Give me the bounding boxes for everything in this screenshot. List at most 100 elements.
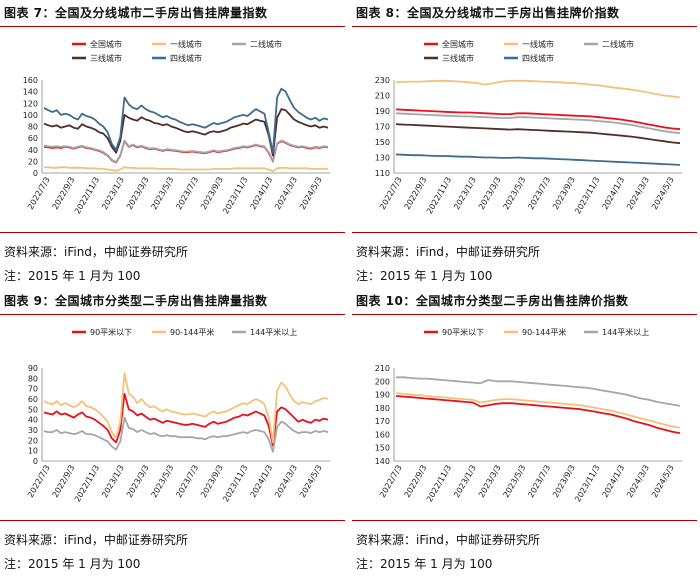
x-tick-label: 2022/7/3 <box>378 464 404 500</box>
chart-panel: 图表 8：全国及分线城市二手房出售挂牌价指数 全国城市 一线城市 二线城市 三线城市 四… <box>352 0 697 288</box>
y-tick-label: 180 <box>375 404 390 413</box>
chart-title: 图表 10：全国城市分类型二手房出售挂牌价指数 <box>356 294 629 308</box>
x-tick-label: 2023/5/3 <box>150 464 176 500</box>
series-line <box>43 139 329 163</box>
x-tick-label: 2024/3/3 <box>625 176 651 212</box>
x-tick-label: 2023/9/3 <box>551 464 577 500</box>
series-line <box>395 392 681 429</box>
source-text: 资料来源：iFind，中邮证券研究所 <box>356 245 540 259</box>
legend-label: 144平米以上 <box>602 327 649 337</box>
y-tick-label: 160 <box>23 76 38 85</box>
x-tick-label: 2024/1/3 <box>601 176 627 212</box>
series-line <box>395 79 681 99</box>
y-tick-label: 210 <box>375 92 390 101</box>
legend-label: 144平米以上 <box>250 327 297 337</box>
x-tick-label: 2023/5/3 <box>150 176 176 212</box>
legend-label: 一线城市 <box>522 39 554 49</box>
chart-title: 图表 8：全国及分线城市二手房出售挂牌价指数 <box>356 6 620 20</box>
note-text: 注：2015 年 1 月为 100 <box>356 269 493 283</box>
series-line <box>43 416 329 453</box>
series-line <box>395 112 681 134</box>
x-tick-label: 2022/11/3 <box>73 176 101 216</box>
chart-panel: 图表 7：全国及分线城市二手房出售挂牌量指数 全国城市 一线城市 二线城市 三线城市 四… <box>0 0 345 288</box>
source-rule <box>0 232 345 233</box>
x-tick-label: 2023/9/3 <box>199 464 225 500</box>
x-tick-label: 2023/7/3 <box>174 464 200 500</box>
legend-label: 三线城市 <box>90 53 122 63</box>
x-tick-label: 2023/11/3 <box>221 464 249 504</box>
chart-title: 图表 7：全国及分线城市二手房出售挂牌量指数 <box>4 6 268 20</box>
y-tick-label: 20 <box>28 436 38 445</box>
y-tick-label: 150 <box>375 444 390 453</box>
y-tick-label: 0 <box>33 457 38 466</box>
x-tick-label: 2023/1/3 <box>100 464 126 500</box>
y-tick-label: 40 <box>28 416 38 425</box>
y-tick-label: 70 <box>28 385 38 394</box>
series-line <box>43 372 329 444</box>
x-tick-label: 2024/3/3 <box>273 464 299 500</box>
x-tick-label: 2023/11/3 <box>221 176 249 216</box>
x-tick-label: 2023/3/3 <box>477 464 503 500</box>
chart-panel: 图表 10：全国城市分类型二手房出售挂牌价指数 90平米以下 90-144平米 14… <box>352 288 697 576</box>
legend-label: 四线城市 <box>170 53 202 63</box>
y-tick-label: 170 <box>375 417 390 426</box>
y-tick-label: 20 <box>28 157 38 166</box>
y-tick-label: 30 <box>28 426 38 435</box>
source-text: 资料来源：iFind，中邮证券研究所 <box>4 533 188 547</box>
series-line <box>395 108 681 131</box>
x-tick-label: 2022/7/3 <box>26 176 52 212</box>
series-line <box>43 108 329 157</box>
y-tick-label: 50 <box>28 405 38 414</box>
x-tick-label: 2023/3/3 <box>125 464 151 500</box>
x-tick-label: 2022/11/3 <box>73 464 101 504</box>
legend-label: 一线城市 <box>170 39 202 49</box>
series-line <box>395 395 681 434</box>
y-tick-label: 150 <box>375 138 390 147</box>
title-rule <box>352 26 697 27</box>
series-line <box>395 153 681 166</box>
legend-label: 二线城市 <box>602 39 634 49</box>
y-tick-label: 60 <box>28 395 38 404</box>
source-text: 资料来源：iFind，中邮证券研究所 <box>356 533 540 547</box>
x-tick-label: 2024/3/3 <box>625 464 651 500</box>
x-tick-label: 2023/5/3 <box>502 464 528 500</box>
y-tick-label: 110 <box>375 169 390 178</box>
y-tick-label: 120 <box>23 99 38 108</box>
x-tick-label: 2022/9/3 <box>51 176 77 212</box>
x-tick-label: 2023/1/3 <box>100 176 126 212</box>
y-tick-label: 230 <box>375 76 390 85</box>
y-tick-label: 190 <box>375 107 390 116</box>
x-tick-label: 2024/3/3 <box>273 176 299 212</box>
x-tick-label: 2022/9/3 <box>403 176 429 212</box>
y-tick-label: 200 <box>375 377 390 386</box>
legend-label: 二线城市 <box>250 39 282 49</box>
y-tick-label: 130 <box>375 154 390 163</box>
x-tick-label: 2023/7/3 <box>526 176 552 212</box>
x-tick-label: 2024/5/3 <box>650 176 676 212</box>
legend-label: 90平米以下 <box>442 327 484 337</box>
title-rule <box>0 314 345 315</box>
x-tick-label: 2023/1/3 <box>452 176 478 212</box>
legend-label: 90-144平米 <box>170 327 214 337</box>
x-tick-label: 2024/5/3 <box>650 464 676 500</box>
source-text: 资料来源：iFind，中邮证券研究所 <box>4 245 188 259</box>
x-tick-label: 2023/3/3 <box>125 176 151 212</box>
y-tick-label: 160 <box>375 430 390 439</box>
chart-svg: 90平米以下 90-144平米 144平米以上 140 150 160 170 180 190 2… <box>375 327 682 504</box>
y-tick-label: 90 <box>28 364 38 373</box>
x-tick-label: 2023/11/3 <box>573 464 601 504</box>
x-tick-label: 2023/7/3 <box>526 464 552 500</box>
x-tick-label: 2024/1/3 <box>601 464 627 500</box>
y-tick-label: 80 <box>28 374 38 383</box>
x-tick-label: 2024/1/3 <box>249 464 275 500</box>
series-line <box>43 87 329 154</box>
legend-label: 90平米以下 <box>90 327 132 337</box>
x-tick-label: 2023/9/3 <box>551 176 577 212</box>
y-tick-label: 0 <box>33 169 38 178</box>
series-line <box>395 123 681 145</box>
source-rule <box>0 520 345 521</box>
note-text: 注：2015 年 1 月为 100 <box>4 557 141 571</box>
x-tick-label: 2023/1/3 <box>452 464 478 500</box>
x-tick-label: 2023/7/3 <box>174 176 200 212</box>
